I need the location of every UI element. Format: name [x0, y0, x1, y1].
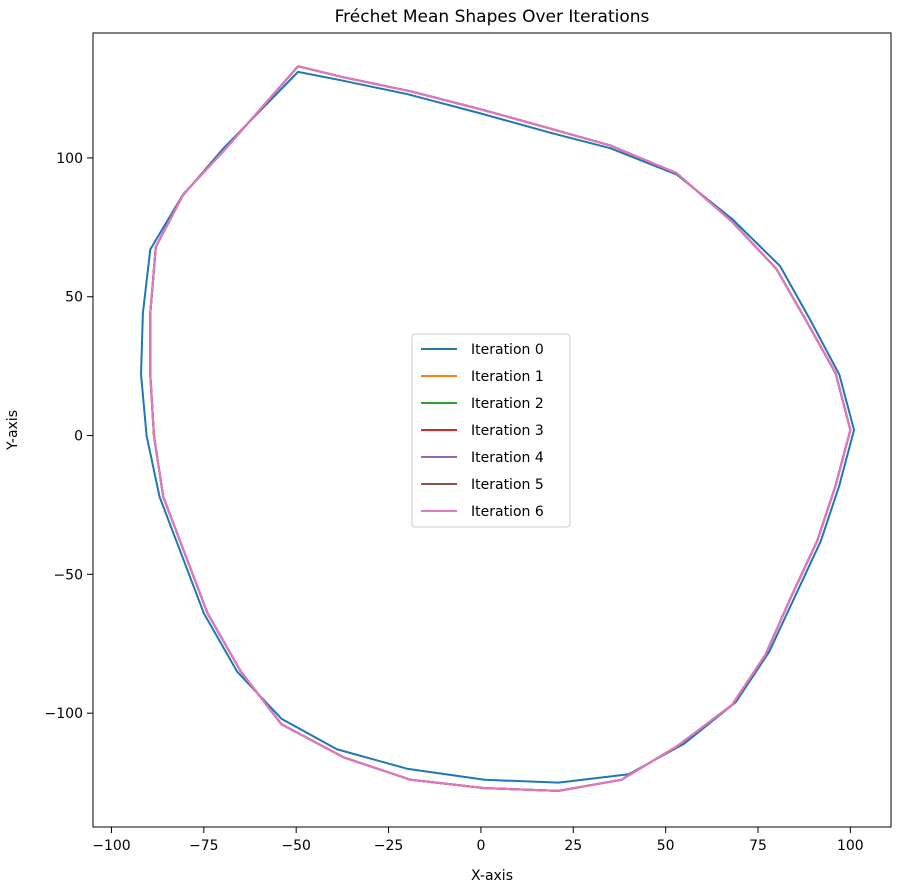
y-tick-label: 100: [56, 151, 83, 167]
x-tick-label: −100: [92, 838, 130, 854]
x-tick-label: −75: [189, 838, 219, 854]
legend-box: [411, 333, 571, 528]
series-line-iteration-0: [140, 70, 856, 784]
x-axis: −100 −75 −50 −25 0 25 50 75 100: [92, 827, 864, 854]
plot-frame: [92, 32, 892, 828]
legend-label: Iteration 6: [471, 504, 544, 520]
x-tick-label: 75: [749, 838, 767, 854]
legend: Iteration 0 Iteration 1 Iteration 2 Iterati…: [411, 333, 571, 528]
legend-label: Iteration 1: [471, 369, 544, 385]
y-tick-label: 0: [74, 429, 83, 445]
legend-label: Iteration 2: [471, 396, 544, 412]
x-axis-title: X-axis: [471, 868, 513, 884]
x-tick-label: −25: [374, 838, 404, 854]
legend-label: Iteration 5: [471, 477, 544, 493]
x-tick-label: 0: [476, 838, 485, 854]
series-line-iteration-6: [149, 65, 852, 792]
y-tick-label: −100: [45, 706, 83, 722]
x-tick-label: 100: [837, 838, 864, 854]
legend-label: Iteration 3: [471, 423, 544, 439]
x-tick-label: 25: [564, 838, 582, 854]
series-layer: [140, 65, 856, 792]
legend-label: Iteration 4: [471, 450, 544, 466]
x-tick-label: −50: [281, 838, 311, 854]
y-tick-label: 50: [65, 290, 83, 306]
y-axis: −100 −50 0 50 100: [45, 151, 93, 722]
legend-label: Iteration 0: [471, 342, 544, 358]
y-tick-label: −50: [53, 567, 83, 583]
chart-title: Fréchet Mean Shapes Over Iterations: [335, 7, 650, 27]
x-tick-label: 50: [657, 838, 675, 854]
y-axis-title: Y-axis: [5, 410, 21, 451]
